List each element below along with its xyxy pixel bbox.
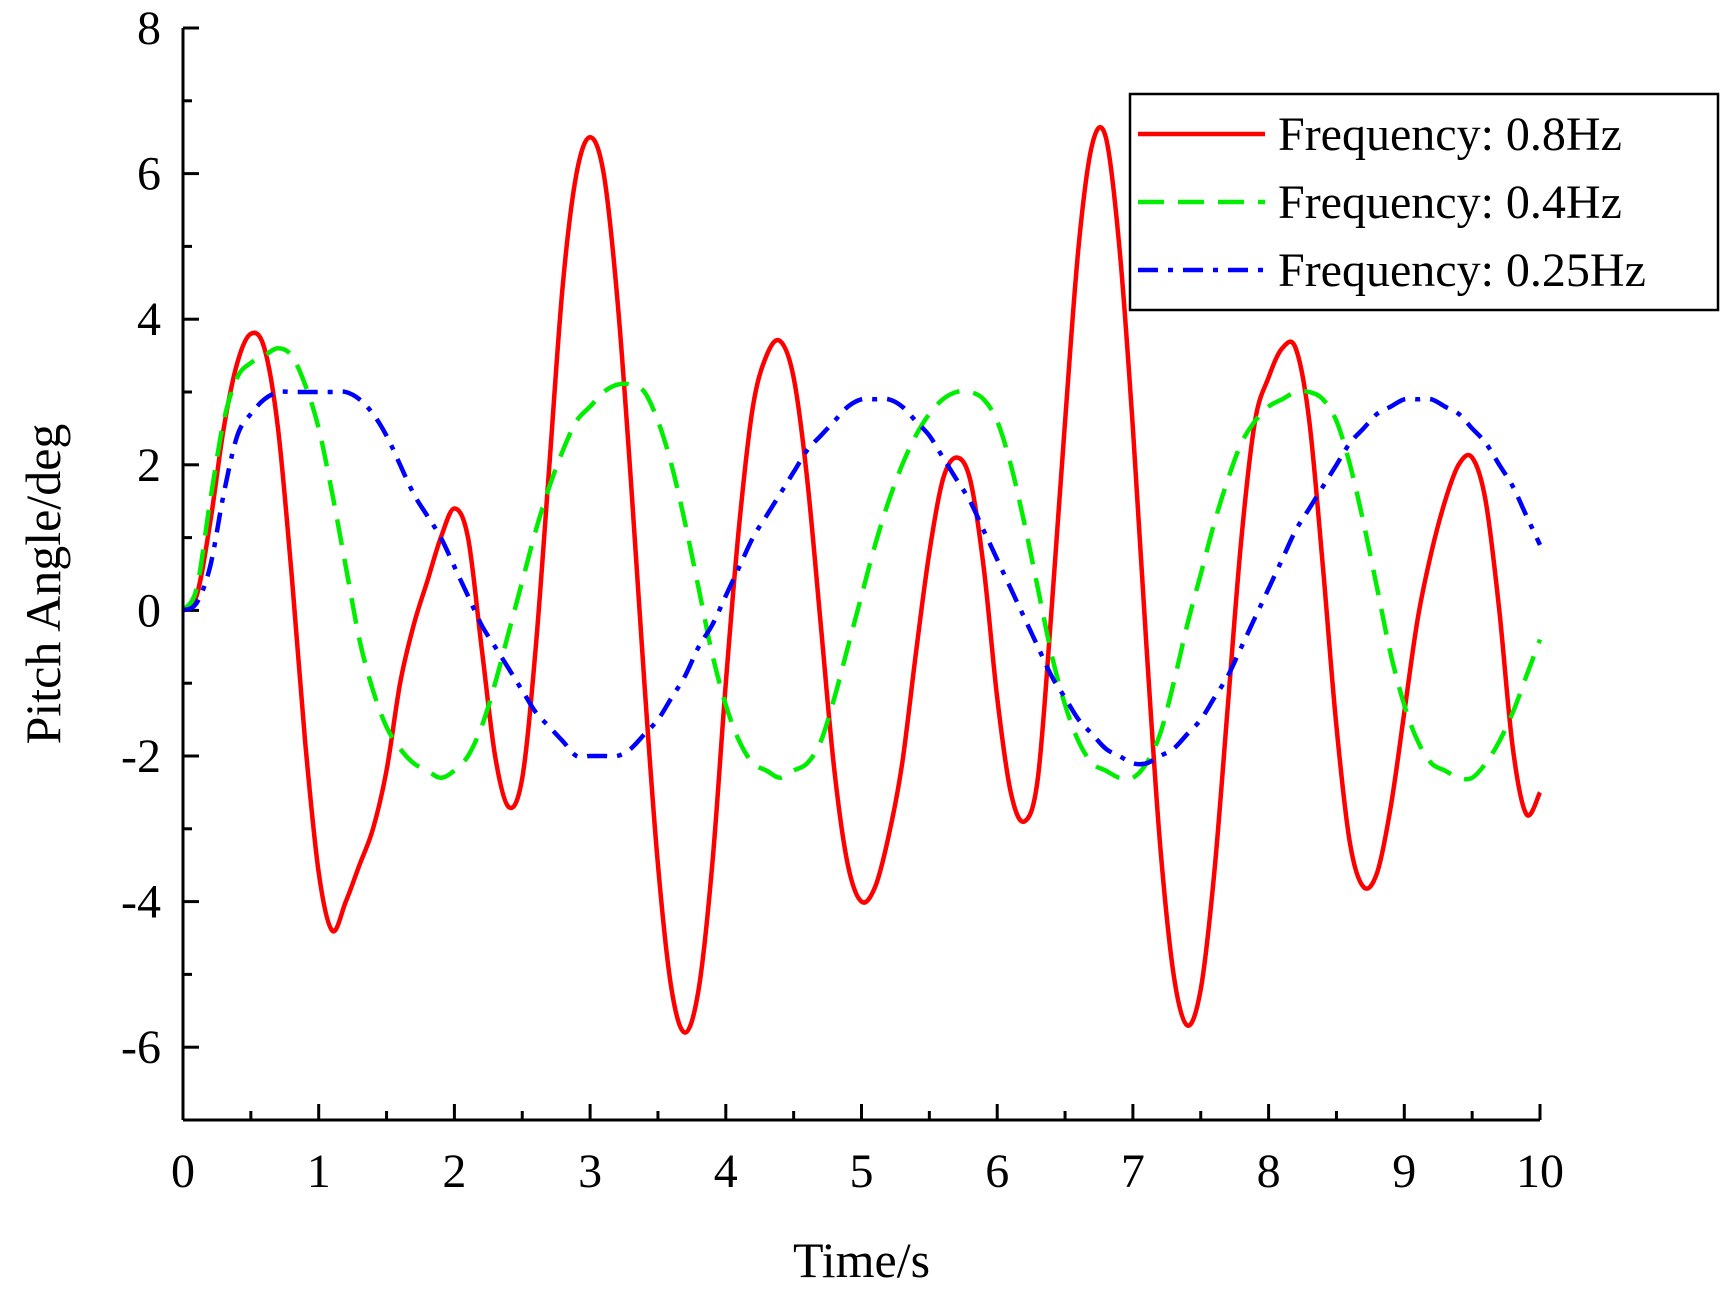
legend-item-3: Frequency: 0.25Hz xyxy=(1138,244,1646,297)
x-tick-label: 2 xyxy=(442,1145,466,1198)
legend-items: Frequency: 0.8Hz Frequency: 0.4Hz Frequenc… xyxy=(1138,108,1646,297)
y-tick-label: 4 xyxy=(137,293,161,346)
x-tick-label: 8 xyxy=(1257,1145,1281,1198)
legend: Frequency: 0.8Hz Frequency: 0.4Hz Frequenc… xyxy=(1128,92,1720,312)
x-tick-label: 0 xyxy=(171,1145,195,1198)
y-tick-label: -6 xyxy=(121,1021,161,1074)
y-axis-title: Pitch Angle/deg xyxy=(15,424,71,745)
legend-label: Frequency: 0.25Hz xyxy=(1278,244,1646,297)
legend-label: Frequency: 0.8Hz xyxy=(1278,108,1622,161)
x-axis-title: Time/s xyxy=(793,1232,930,1286)
x-tick-label: 6 xyxy=(985,1145,1009,1198)
y-tick-label: -2 xyxy=(121,730,161,783)
x-tick-label: 5 xyxy=(850,1145,874,1198)
legend-item-2: Frequency: 0.4Hz xyxy=(1138,176,1622,229)
series-line-2 xyxy=(181,346,1543,782)
x-tick-label: 10 xyxy=(1516,1145,1564,1198)
y-tick-label: 6 xyxy=(137,148,161,201)
x-tick-label: 7 xyxy=(1121,1145,1145,1198)
legend-label: Frequency: 0.4Hz xyxy=(1278,176,1622,229)
series-line-1 xyxy=(181,124,1543,1035)
legend-item-1: Frequency: 0.8Hz xyxy=(1138,108,1622,161)
x-tick-label: 3 xyxy=(578,1145,602,1198)
x-tick-label: 9 xyxy=(1392,1145,1416,1198)
series-line-3 xyxy=(181,389,1543,767)
y-tick-label: 8 xyxy=(137,2,161,55)
y-tick-label: -4 xyxy=(121,876,161,929)
tick-label-layer: 0 1 2 3 4 5 6 7 8 9 10 -6 -4 -2 0 2 4 6 8 xyxy=(121,2,1564,1198)
x-tick-label: 4 xyxy=(714,1145,738,1198)
y-tick-label: 2 xyxy=(137,439,161,492)
x-tick-label: 1 xyxy=(307,1145,331,1198)
y-tick-label: 0 xyxy=(137,584,161,637)
series-layer xyxy=(181,124,1543,1035)
